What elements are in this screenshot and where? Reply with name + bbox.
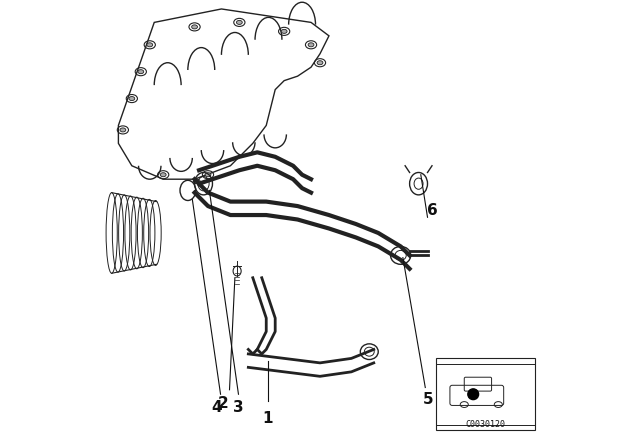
Ellipse shape: [138, 69, 144, 74]
Ellipse shape: [281, 29, 287, 34]
Ellipse shape: [129, 96, 135, 101]
Ellipse shape: [308, 43, 314, 47]
Text: 6: 6: [427, 203, 437, 218]
Circle shape: [468, 389, 479, 400]
Ellipse shape: [191, 25, 198, 29]
Bar: [436, 358, 535, 430]
Ellipse shape: [160, 173, 166, 177]
Ellipse shape: [317, 61, 323, 65]
Ellipse shape: [120, 128, 126, 132]
Ellipse shape: [236, 21, 243, 25]
Text: 1: 1: [262, 411, 273, 426]
Text: 3: 3: [233, 400, 244, 415]
Text: 2: 2: [218, 396, 228, 411]
Text: 4: 4: [212, 400, 222, 415]
Ellipse shape: [147, 43, 153, 47]
Text: 5: 5: [423, 392, 434, 407]
Ellipse shape: [205, 173, 211, 177]
Text: C0030120: C0030120: [466, 420, 506, 429]
